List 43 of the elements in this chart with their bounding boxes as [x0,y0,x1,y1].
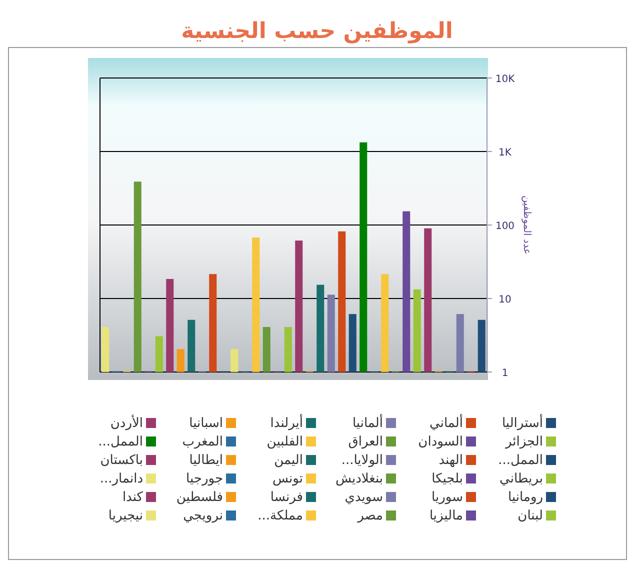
legend-label: فلسطين [176,490,223,505]
y-tick-label: 1K [498,148,512,158]
chart-title: الموظفين حسب الجنسية [181,19,453,44]
legend-label: الجزائر [504,434,543,450]
legend-label: ايطاليا [189,453,223,468]
legend-label: مملكة... [258,508,303,524]
legend-label: فرنسا [270,490,303,505]
legend-label: رومانيا [508,490,543,505]
legend-label: الممل... [98,434,143,450]
legend-label: أستراليا [502,414,543,431]
legend-label: بريطاني [500,472,543,486]
legend-label: تونس [272,472,304,486]
legend-label: نرويجي [183,508,223,524]
legend-label: السودان [418,434,463,450]
legend-label: باكستان [100,453,143,468]
legend-label: أيرلندا [270,414,303,431]
legend-label: الأردن [110,414,143,431]
legend-label: ألماني [429,414,463,431]
legend-label: الممل... [498,453,543,468]
y-tick-label: 100 [495,221,515,232]
legend-label: نيجيريا [108,508,143,524]
legend-label: الفلبين [266,434,303,450]
y-tick-label: 1 [502,368,508,379]
legend-label: بلجيكا [432,472,463,486]
legend-label: ألمانيا [352,414,383,431]
legend-label: جورجيا [186,472,223,486]
legend-label: ماليزيا [429,508,463,524]
legend-label: اسبانيا [189,416,223,431]
y-tick-label: 10K [495,74,516,85]
legend-label: مصر [356,508,383,524]
legend-label: بنغلاديش [335,472,383,486]
legend-label: لبنان [518,508,543,524]
y-axis-title: عدد الموظفين [521,195,532,255]
y-tick-label: 10 [498,294,512,306]
legend-label: دانمار... [100,472,144,486]
legend-label: المغرب [182,434,223,450]
legend-label: سويدي [344,490,383,505]
legend-label: سوريا [432,490,463,505]
legend-label: الولايا... [341,453,383,468]
legend-label: كندا [122,490,144,505]
legend-label: اليمن [274,453,303,468]
legend-label: الهند [438,453,463,468]
legend-label: العراق [348,434,383,450]
